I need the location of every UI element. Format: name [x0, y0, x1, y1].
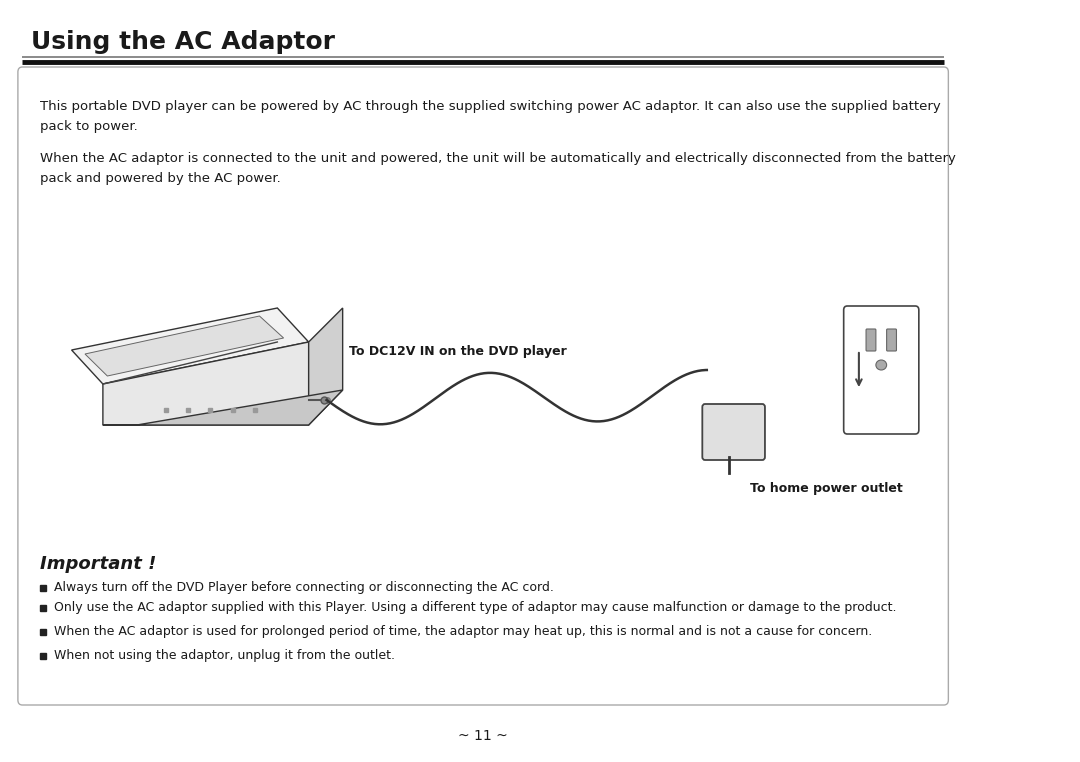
Polygon shape [71, 308, 309, 384]
Ellipse shape [876, 360, 887, 370]
Polygon shape [103, 390, 342, 425]
FancyBboxPatch shape [18, 67, 948, 705]
FancyBboxPatch shape [843, 306, 919, 434]
Text: Important !: Important ! [40, 555, 157, 573]
Text: Only use the AC adaptor supplied with this Player. Using a different type of ada: Only use the AC adaptor supplied with th… [54, 601, 896, 614]
Text: When the AC adaptor is connected to the unit and powered, the unit will be autom: When the AC adaptor is connected to the … [40, 152, 956, 184]
Text: To home power outlet: To home power outlet [750, 482, 903, 495]
Text: When not using the adaptor, unplug it from the outlet.: When not using the adaptor, unplug it fr… [54, 649, 394, 662]
Text: Using the AC Adaptor: Using the AC Adaptor [31, 30, 335, 54]
Text: To DC12V IN on the DVD player: To DC12V IN on the DVD player [349, 345, 567, 358]
Polygon shape [309, 308, 342, 425]
Polygon shape [103, 342, 309, 425]
FancyBboxPatch shape [887, 329, 896, 351]
Text: ~ 11 ~: ~ 11 ~ [458, 729, 508, 743]
Text: When the AC adaptor is used for prolonged period of time, the adaptor may heat u: When the AC adaptor is used for prolonge… [54, 626, 872, 639]
Polygon shape [85, 316, 284, 376]
Text: Always turn off the DVD Player before connecting or disconnecting the AC cord.: Always turn off the DVD Player before co… [54, 581, 554, 594]
FancyBboxPatch shape [702, 404, 765, 460]
Text: This portable DVD player can be powered by AC through the supplied switching pow: This portable DVD player can be powered … [40, 100, 941, 133]
FancyBboxPatch shape [866, 329, 876, 351]
